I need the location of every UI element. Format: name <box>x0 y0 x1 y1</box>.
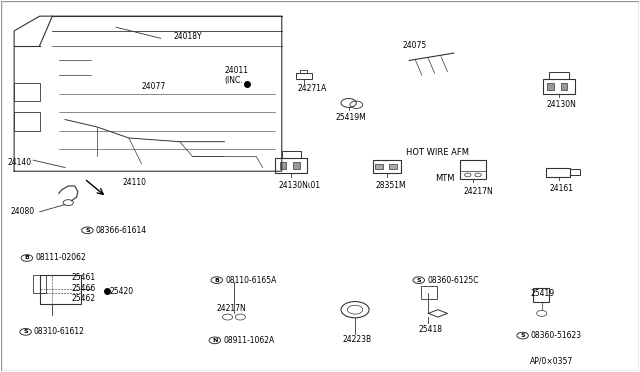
Text: 25419M: 25419M <box>336 113 367 122</box>
Bar <box>420 286 436 299</box>
Bar <box>570 169 580 175</box>
Text: 24217N: 24217N <box>463 187 493 196</box>
Bar <box>300 70 307 73</box>
Text: 24140: 24140 <box>8 157 32 167</box>
Text: 25466: 25466 <box>72 284 96 293</box>
Text: B: B <box>24 256 29 260</box>
Bar <box>561 83 567 90</box>
Bar <box>14 83 40 101</box>
Bar <box>543 79 575 94</box>
Text: 25419: 25419 <box>531 289 554 298</box>
Bar <box>546 167 570 177</box>
Bar <box>376 164 383 169</box>
Bar <box>390 164 397 169</box>
Text: 08360-6125C: 08360-6125C <box>427 276 479 285</box>
Text: S: S <box>23 329 28 334</box>
Text: 24271A: 24271A <box>298 84 327 93</box>
Text: 24130Nι01: 24130Nι01 <box>278 182 321 190</box>
Bar <box>280 162 286 169</box>
Text: 08366-61614: 08366-61614 <box>96 226 147 235</box>
Bar <box>293 162 300 169</box>
Text: 08110-6165A: 08110-6165A <box>225 276 276 285</box>
Text: 24217N: 24217N <box>217 304 246 313</box>
Text: S: S <box>85 228 90 233</box>
Text: 25461: 25461 <box>72 273 95 282</box>
Bar <box>547 83 554 90</box>
Text: S: S <box>520 333 525 338</box>
Text: 08310-61612: 08310-61612 <box>34 327 84 336</box>
Text: N: N <box>212 338 218 343</box>
Text: 24011
(INC.: 24011 (INC. <box>225 65 248 85</box>
Text: 24018Y: 24018Y <box>173 32 202 41</box>
Text: 08111-02062: 08111-02062 <box>35 253 86 263</box>
Bar <box>275 158 307 173</box>
Bar <box>460 160 486 179</box>
Bar <box>40 275 81 304</box>
Bar <box>373 160 401 173</box>
Text: 24130N: 24130N <box>546 100 576 109</box>
Bar <box>14 112 40 131</box>
Text: MTM: MTM <box>435 174 454 183</box>
Text: 08360-51623: 08360-51623 <box>531 331 582 340</box>
Bar <box>534 288 549 302</box>
Text: 24075: 24075 <box>403 41 427 50</box>
Bar <box>296 73 312 79</box>
Text: HOT WIRE AFM: HOT WIRE AFM <box>406 148 469 157</box>
Text: 25462: 25462 <box>72 294 95 303</box>
Text: 24077: 24077 <box>141 82 166 91</box>
Text: 08911-1062A: 08911-1062A <box>223 336 275 345</box>
Bar <box>282 151 301 158</box>
Text: B: B <box>214 278 220 283</box>
Text: 25418: 25418 <box>419 325 443 334</box>
Text: 24161: 24161 <box>549 184 573 193</box>
Text: 28351M: 28351M <box>376 182 406 190</box>
Text: 24110: 24110 <box>122 178 147 187</box>
Bar <box>549 71 568 79</box>
Text: 24223B: 24223B <box>342 335 371 344</box>
Text: 25420: 25420 <box>109 287 134 296</box>
Text: S: S <box>417 278 421 283</box>
Text: 24080: 24080 <box>11 207 35 217</box>
Text: AP/0×0357: AP/0×0357 <box>531 357 573 366</box>
Bar <box>33 275 46 293</box>
